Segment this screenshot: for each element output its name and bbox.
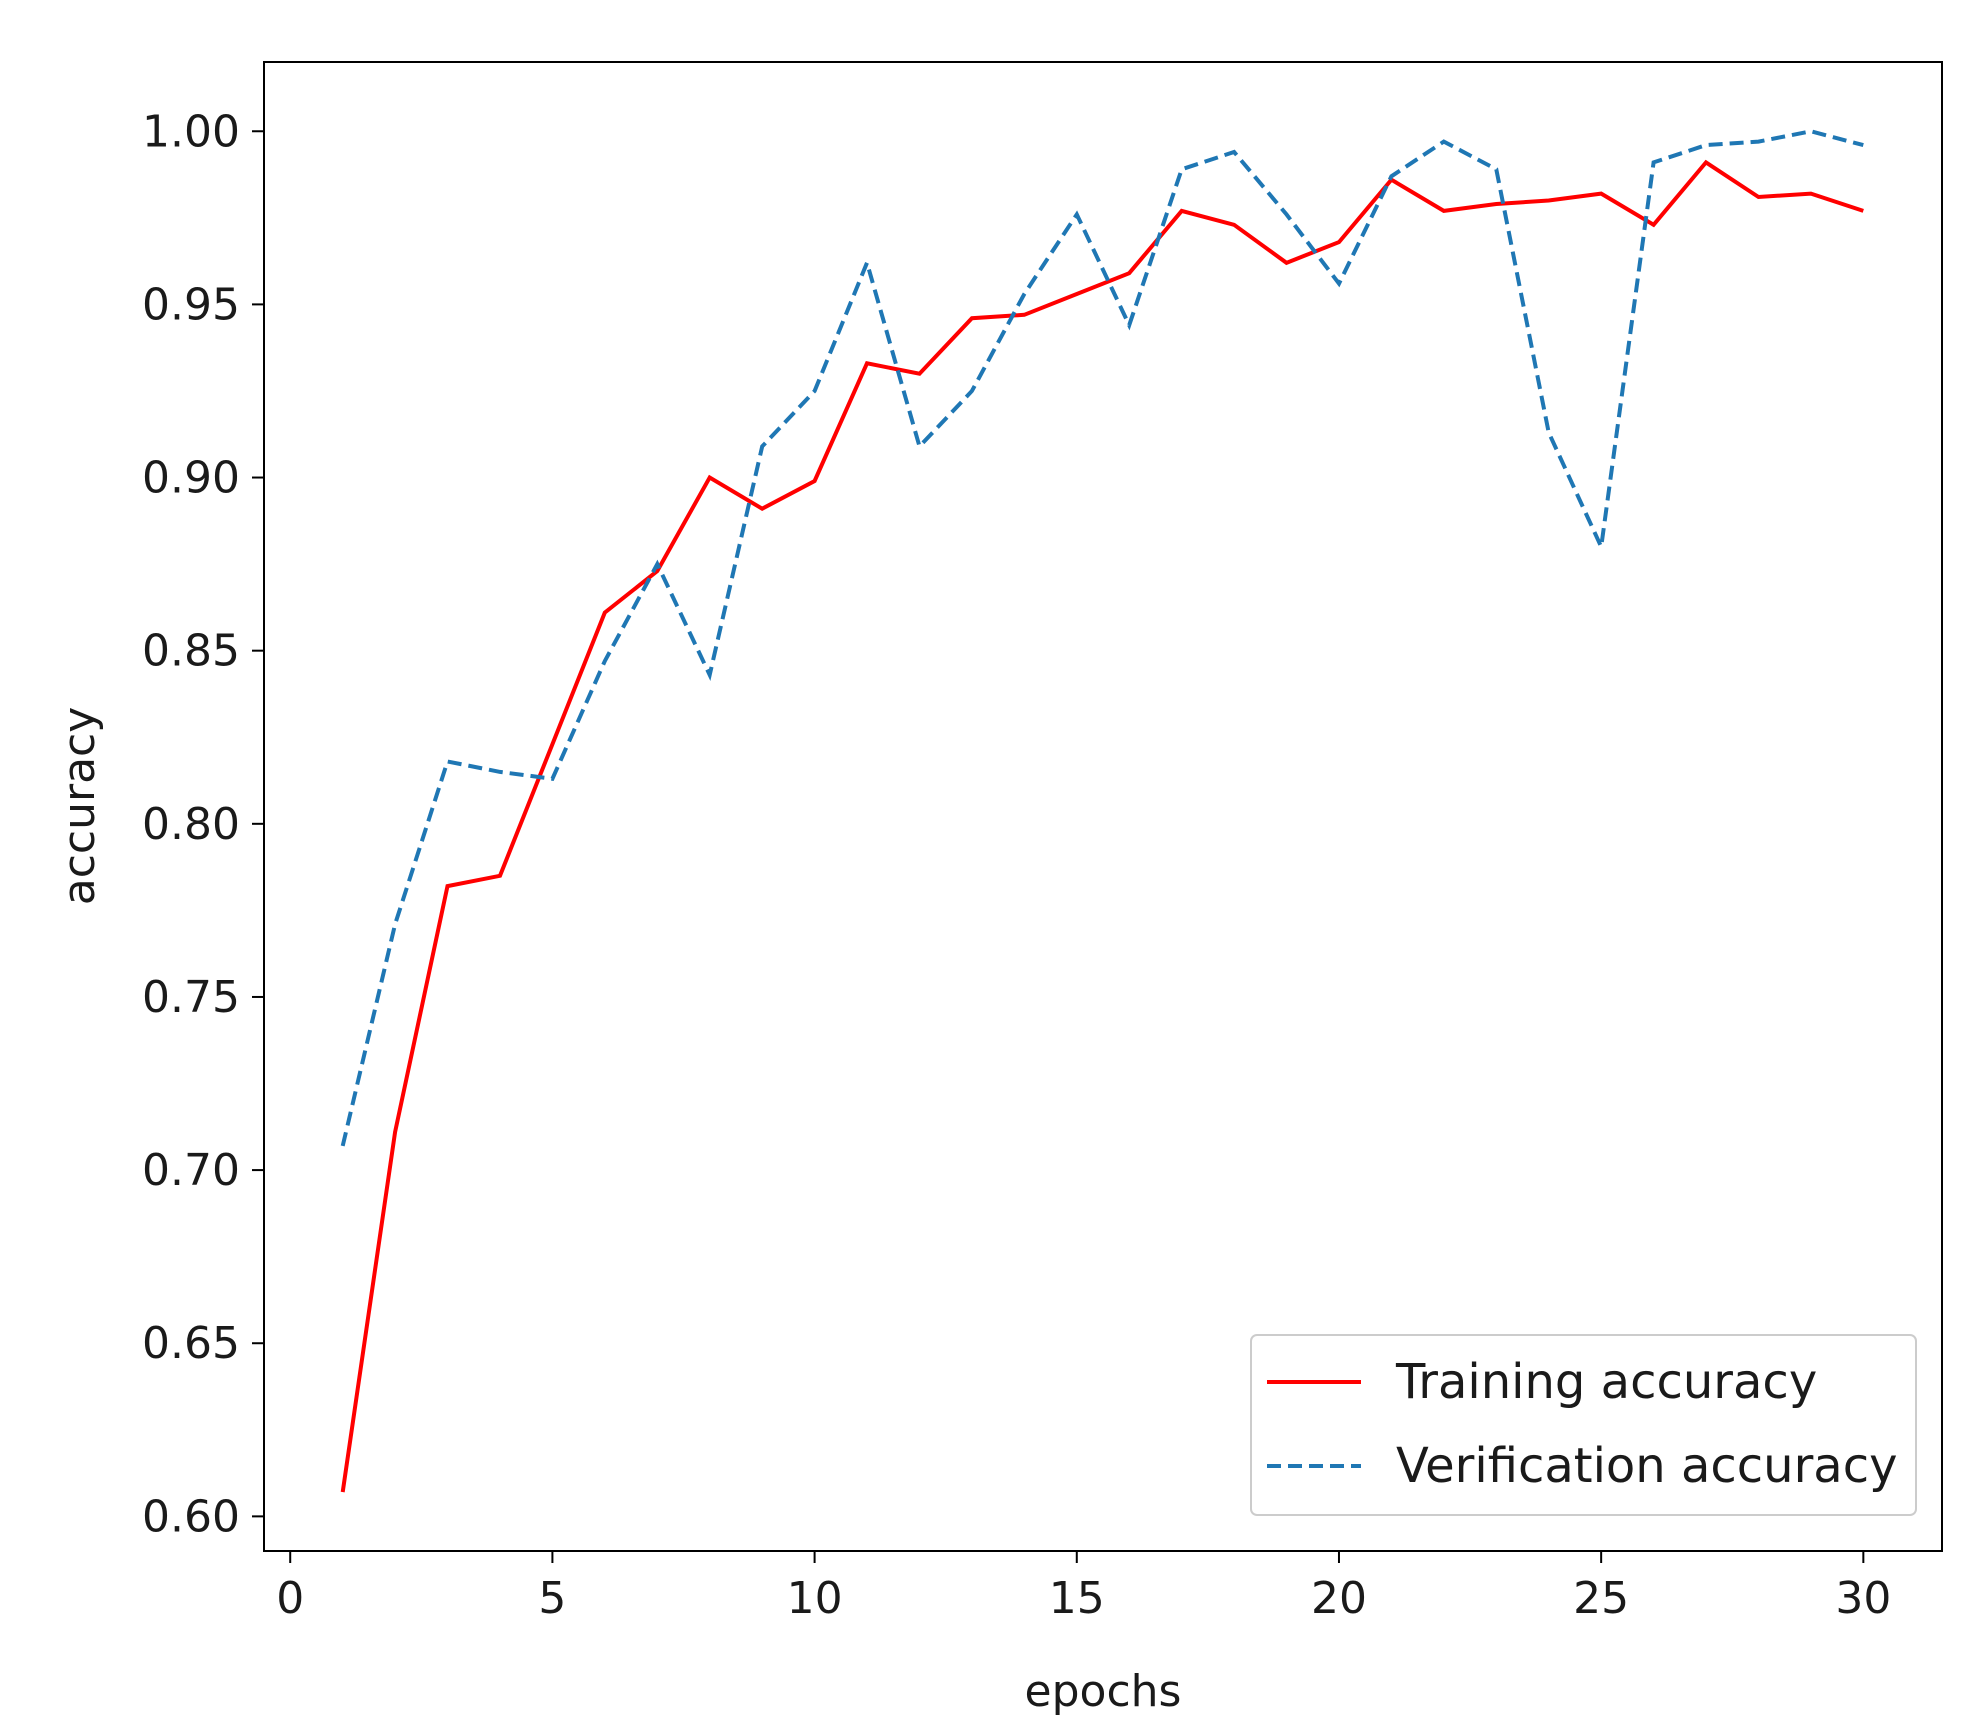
y-tick-label: 0.75 xyxy=(142,972,240,1023)
x-tick-label: 5 xyxy=(538,1573,566,1624)
x-tick-label: 20 xyxy=(1311,1573,1367,1624)
legend-label-verification: Verification accuracy xyxy=(1396,1438,1898,1494)
x-tick-label: 10 xyxy=(787,1573,843,1624)
y-axis-title: accuracy xyxy=(54,707,105,906)
legend-label-training: Training accuracy xyxy=(1395,1354,1817,1410)
x-tick-label: 0 xyxy=(276,1573,304,1624)
x-tick-label: 30 xyxy=(1835,1573,1891,1624)
y-tick-label: 0.95 xyxy=(142,279,240,330)
x-tick-label: 15 xyxy=(1049,1573,1105,1624)
training-accuracy-line xyxy=(340,159,1864,1493)
series-layer xyxy=(340,129,1864,1493)
y-axis: 0.60 0.65 0.70 0.75 0.80 0.85 0.90 0.95 1.00 xyxy=(142,106,264,1542)
legend-box xyxy=(1250,1334,1917,1516)
x-tick-label: 25 xyxy=(1573,1573,1629,1624)
verification-accuracy-line xyxy=(340,129,1864,1147)
plot-frame xyxy=(263,61,1943,1552)
y-tick-label: 0.90 xyxy=(142,453,240,504)
x-axis: 0 5 10 15 20 25 30 xyxy=(276,1551,1891,1624)
y-tick-label: 0.85 xyxy=(142,626,240,677)
y-tick-label: 0.60 xyxy=(142,1491,240,1542)
x-axis-title: epochs xyxy=(1025,1666,1182,1717)
y-tick-label: 0.65 xyxy=(142,1318,240,1369)
y-tick-label: 0.70 xyxy=(142,1145,240,1196)
legend: Training accuracy Verification accuracy xyxy=(1250,1334,1917,1516)
y-tick-label: 1.00 xyxy=(142,106,240,157)
y-tick-label: 0.80 xyxy=(142,799,240,850)
